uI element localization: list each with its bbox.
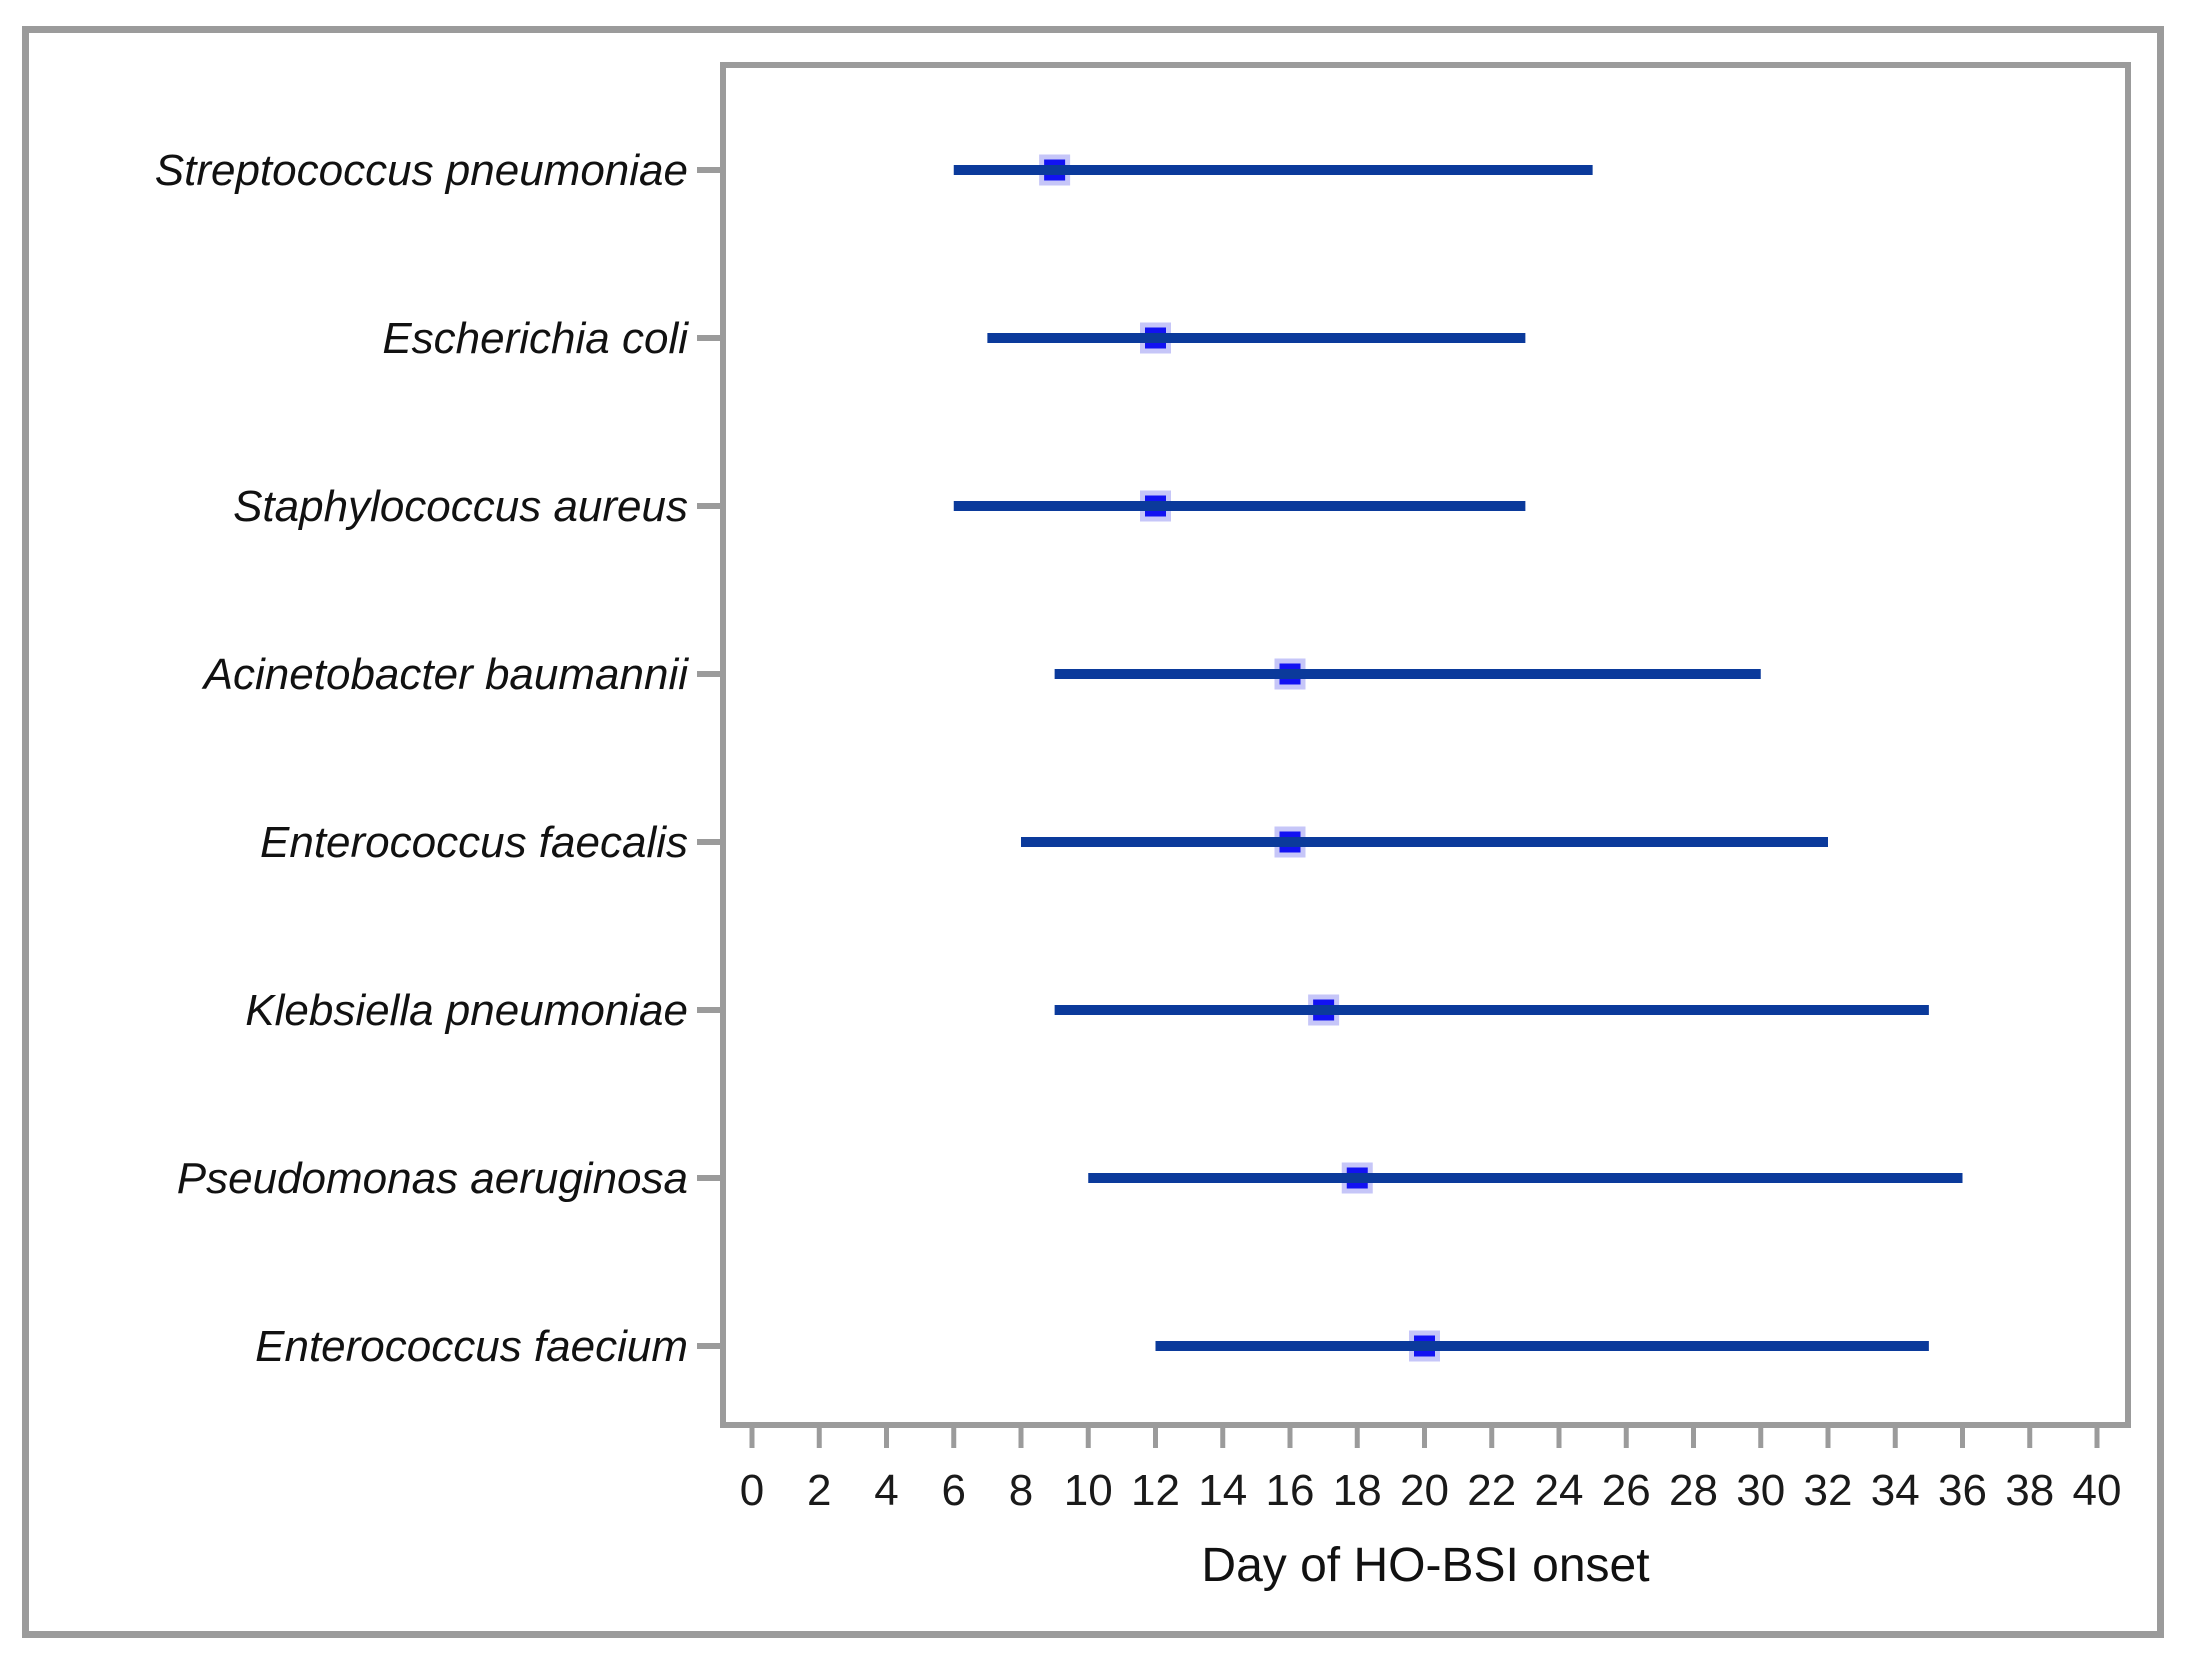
x-tick-label: 26 <box>1602 1466 1651 1515</box>
x-tick-label: 34 <box>1871 1466 1920 1515</box>
x-tick-label: 38 <box>2005 1466 2054 1515</box>
x-tick-label: 8 <box>1009 1466 1033 1515</box>
organism-label: Enterococcus faecalis <box>260 818 688 867</box>
x-tick-label: 18 <box>1333 1466 1382 1515</box>
organism-label: Pseudomonas aeruginosa <box>177 1154 688 1203</box>
organism-label: Streptococcus pneumoniae <box>155 146 688 195</box>
x-tick-label: 4 <box>874 1466 898 1515</box>
plot-area-border <box>720 62 2131 1428</box>
x-tick-label: 10 <box>1064 1466 1113 1515</box>
x-tick-label: 36 <box>1938 1466 1987 1515</box>
x-tick-label: 22 <box>1467 1466 1516 1515</box>
x-tick-label: 30 <box>1736 1466 1785 1515</box>
x-tick-label: 6 <box>942 1466 966 1515</box>
x-tick-label: 20 <box>1400 1466 1449 1515</box>
x-tick-label: 0 <box>740 1466 764 1515</box>
x-tick-label: 12 <box>1131 1466 1180 1515</box>
organism-label: Klebsiella pneumoniae <box>245 986 688 1035</box>
x-tick-label: 40 <box>2073 1466 2122 1515</box>
x-tick-label: 2 <box>807 1466 831 1515</box>
organism-label: Staphylococcus aureus <box>233 482 688 531</box>
organism-label: Enterococcus faecium <box>255 1322 688 1371</box>
x-tick-label: 24 <box>1535 1466 1584 1515</box>
x-axis-title: Day of HO-BSI onset <box>1201 1539 1650 1592</box>
figure-border <box>22 26 2164 1638</box>
organism-label: Escherichia coli <box>382 314 689 363</box>
x-tick-label: 16 <box>1266 1466 1315 1515</box>
x-tick-label: 28 <box>1669 1466 1718 1515</box>
x-tick-label: 32 <box>1804 1466 1853 1515</box>
organism-label: Acinetobacter baumannii <box>201 650 690 699</box>
x-tick-label: 14 <box>1198 1466 1247 1515</box>
